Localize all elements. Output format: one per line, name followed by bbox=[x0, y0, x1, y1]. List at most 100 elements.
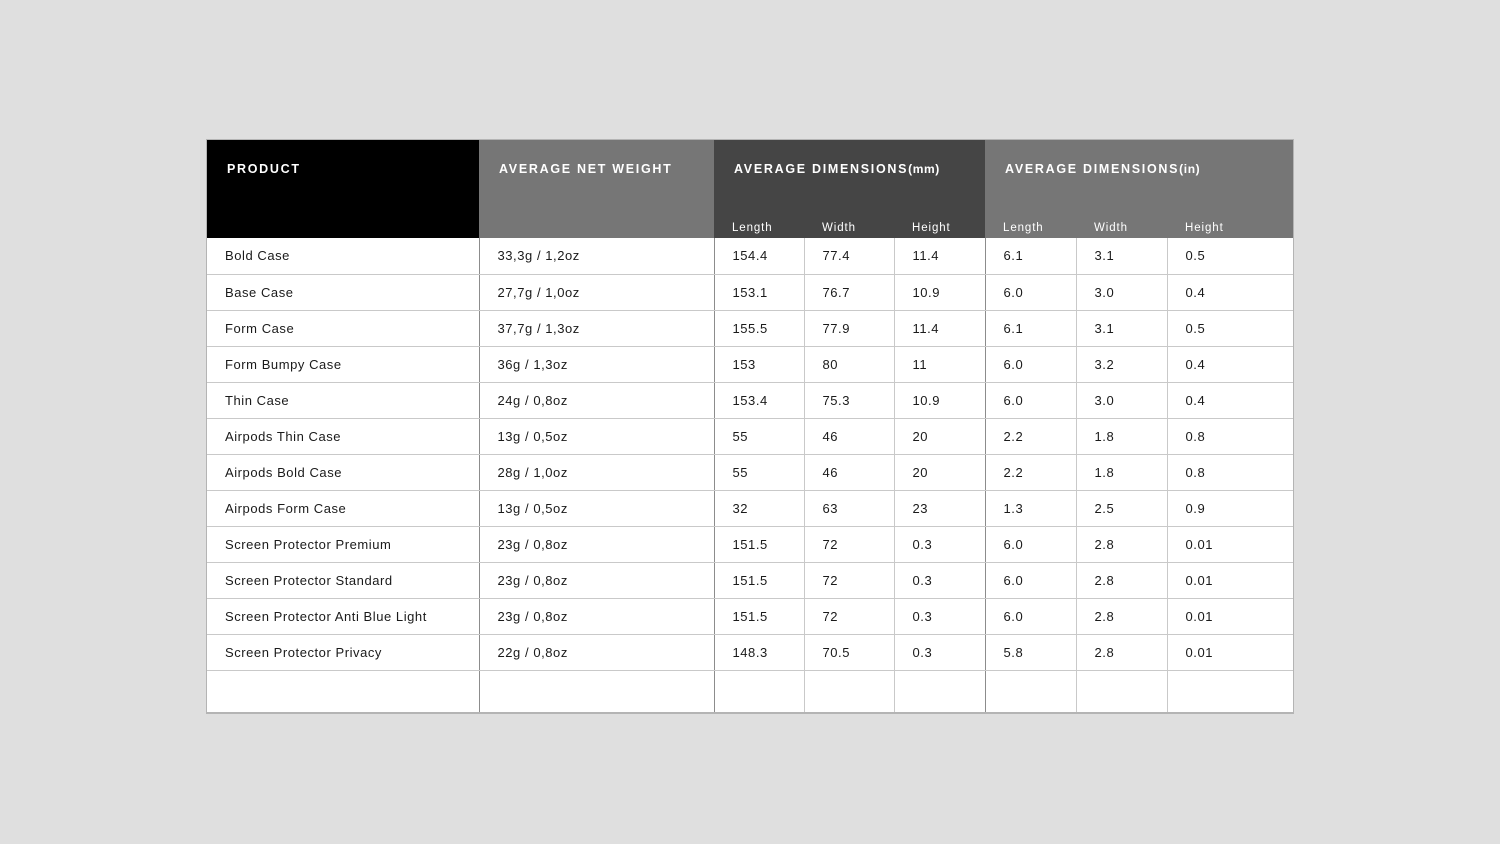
cell-in-width: 3.1 bbox=[1075, 238, 1168, 275]
cell-weight: 13g / 0,5oz bbox=[478, 418, 714, 455]
cell-weight: 36g / 1,3oz bbox=[478, 346, 714, 383]
cell-weight: 28g / 1,0oz bbox=[478, 454, 714, 491]
cell-in-length: 1.3 bbox=[984, 490, 1077, 527]
table-row: Screen Protector Privacy 22g / 0,8oz 148.3… bbox=[207, 634, 1294, 671]
cell-mm-width: 46 bbox=[803, 418, 894, 455]
column-header-average-dimensions-mm: AVERAGE DIMENSIONS(mm) bbox=[714, 140, 986, 212]
cell-weight: 23g / 0,8oz bbox=[478, 598, 714, 635]
cell-product: Airpods Form Case bbox=[207, 490, 479, 527]
table-row: Airpods Bold Case 28g / 1,0oz 55 46 20 2.2 1.8… bbox=[207, 454, 1294, 491]
cell-in-length: 6.0 bbox=[984, 526, 1077, 563]
cell-in-height: 0.5 bbox=[1166, 310, 1294, 347]
cell-in-height: 0.01 bbox=[1166, 598, 1294, 635]
cell-product: Screen Protector Privacy bbox=[207, 634, 479, 671]
cell-in-height: 0.4 bbox=[1166, 346, 1294, 383]
dimensions-in-label: AVERAGE DIMENSIONS bbox=[1005, 162, 1180, 176]
cell-mm-length bbox=[713, 670, 804, 713]
cell-mm-height: 10.9 bbox=[893, 382, 986, 419]
cell-in-width: 1.8 bbox=[1075, 454, 1168, 491]
cell-mm-length: 151.5 bbox=[713, 526, 804, 563]
cell-mm-height: 20 bbox=[893, 454, 986, 491]
cell-in-width: 2.8 bbox=[1075, 526, 1168, 563]
cell-in-length: 6.1 bbox=[984, 310, 1077, 347]
cell-in-length: 5.8 bbox=[984, 634, 1077, 671]
cell-in-length: 6.0 bbox=[984, 562, 1077, 599]
cell-product: Thin Case bbox=[207, 382, 479, 419]
cell-product: Screen Protector Premium bbox=[207, 526, 479, 563]
cell-in-height bbox=[1166, 670, 1294, 713]
cell-in-width: 1.8 bbox=[1075, 418, 1168, 455]
cell-in-width: 2.8 bbox=[1075, 634, 1168, 671]
cell-mm-length: 55 bbox=[713, 454, 804, 491]
table-row: Screen Protector Premium 23g / 0,8oz 151.5… bbox=[207, 526, 1294, 563]
cell-in-width bbox=[1075, 670, 1168, 713]
cell-product: Base Case bbox=[207, 274, 479, 311]
cell-in-length: 6.0 bbox=[984, 274, 1077, 311]
cell-in-height: 0.8 bbox=[1166, 418, 1294, 455]
cell-mm-width: 70.5 bbox=[803, 634, 894, 671]
table-row: Form Bumpy Case 36g / 1,3oz 153 80 11 6.0 3.2 0… bbox=[207, 346, 1294, 383]
cell-mm-width: 63 bbox=[803, 490, 894, 527]
cell-mm-length: 55 bbox=[713, 418, 804, 455]
cell-in-height: 0.5 bbox=[1166, 238, 1294, 275]
table-row: Airpods Thin Case 13g / 0,5oz 55 46 20 2.2 1.8… bbox=[207, 418, 1294, 455]
cell-mm-length: 153.4 bbox=[713, 382, 804, 419]
cell-in-height: 0.4 bbox=[1166, 382, 1294, 419]
cell-in-length: 2.2 bbox=[984, 418, 1077, 455]
cell-weight bbox=[478, 670, 714, 713]
table-header: PRODUCT AVERAGE NET WEIGHT AVERAGE DIMEN… bbox=[207, 140, 1294, 238]
cell-product: Airpods Thin Case bbox=[207, 418, 479, 455]
cell-mm-height bbox=[893, 670, 986, 713]
table-row bbox=[207, 670, 1294, 713]
cell-product: Form Bumpy Case bbox=[207, 346, 479, 383]
cell-in-width: 3.2 bbox=[1075, 346, 1168, 383]
cell-mm-width: 76.7 bbox=[803, 274, 894, 311]
cell-weight: 24g / 0,8oz bbox=[478, 382, 714, 419]
cell-mm-length: 151.5 bbox=[713, 598, 804, 635]
table-row: Screen Protector Standard 23g / 0,8oz 151.… bbox=[207, 562, 1294, 599]
cell-mm-height: 11.4 bbox=[893, 310, 986, 347]
cell-in-length: 6.1 bbox=[984, 238, 1077, 275]
cell-in-height: 0.4 bbox=[1166, 274, 1294, 311]
cell-mm-width: 77.9 bbox=[803, 310, 894, 347]
cell-mm-length: 154.4 bbox=[713, 238, 804, 275]
table-subheader-row: Length Width Height Length Width Height bbox=[207, 212, 1294, 238]
cell-mm-height: 20 bbox=[893, 418, 986, 455]
cell-in-height: 0.01 bbox=[1166, 634, 1294, 671]
cell-weight: 37,7g / 1,3oz bbox=[478, 310, 714, 347]
cell-mm-height: 0.3 bbox=[893, 598, 986, 635]
cell-mm-height: 11.4 bbox=[893, 238, 986, 275]
cell-mm-height: 11 bbox=[893, 346, 986, 383]
cell-mm-length: 155.5 bbox=[713, 310, 804, 347]
cell-in-length: 6.0 bbox=[984, 346, 1077, 383]
dimensions-mm-unit: (mm) bbox=[908, 162, 940, 176]
cell-weight: 33,3g / 1,2oz bbox=[478, 238, 714, 275]
cell-product: Screen Protector Anti Blue Light bbox=[207, 598, 479, 635]
cell-mm-length: 153.1 bbox=[713, 274, 804, 311]
cell-mm-length: 148.3 bbox=[713, 634, 804, 671]
cell-in-length bbox=[984, 670, 1077, 713]
cell-mm-height: 23 bbox=[893, 490, 986, 527]
cell-mm-width: 72 bbox=[803, 562, 894, 599]
table-row: Bold Case 33,3g / 1,2oz 154.4 77.4 11.4 6.1 3.… bbox=[207, 238, 1294, 275]
subheader-mm-width: Width bbox=[804, 212, 894, 238]
table-header-group-row: PRODUCT AVERAGE NET WEIGHT AVERAGE DIMEN… bbox=[207, 140, 1294, 238]
cell-mm-height: 0.3 bbox=[893, 634, 986, 671]
cell-mm-width: 72 bbox=[803, 526, 894, 563]
table-row: Form Case 37,7g / 1,3oz 155.5 77.9 11.4 6.1 3.… bbox=[207, 310, 1294, 347]
cell-weight: 23g / 0,8oz bbox=[478, 526, 714, 563]
cell-mm-width: 75.3 bbox=[803, 382, 894, 419]
dimensions-mm-label: AVERAGE DIMENSIONS bbox=[734, 162, 909, 176]
cell-weight: 23g / 0,8oz bbox=[478, 562, 714, 599]
cell-in-length: 2.2 bbox=[984, 454, 1077, 491]
column-header-product: PRODUCT bbox=[207, 140, 479, 238]
cell-in-width: 3.0 bbox=[1075, 382, 1168, 419]
cell-mm-height: 10.9 bbox=[893, 274, 986, 311]
cell-mm-length: 32 bbox=[713, 490, 804, 527]
cell-in-height: 0.8 bbox=[1166, 454, 1294, 491]
table-row: Airpods Form Case 13g / 0,5oz 32 63 23 1.3 2.5… bbox=[207, 490, 1294, 527]
cell-mm-width: 77.4 bbox=[803, 238, 894, 275]
cell-weight: 13g / 0,5oz bbox=[478, 490, 714, 527]
cell-mm-width: 46 bbox=[803, 454, 894, 491]
subheader-in-width: Width bbox=[1076, 212, 1168, 238]
